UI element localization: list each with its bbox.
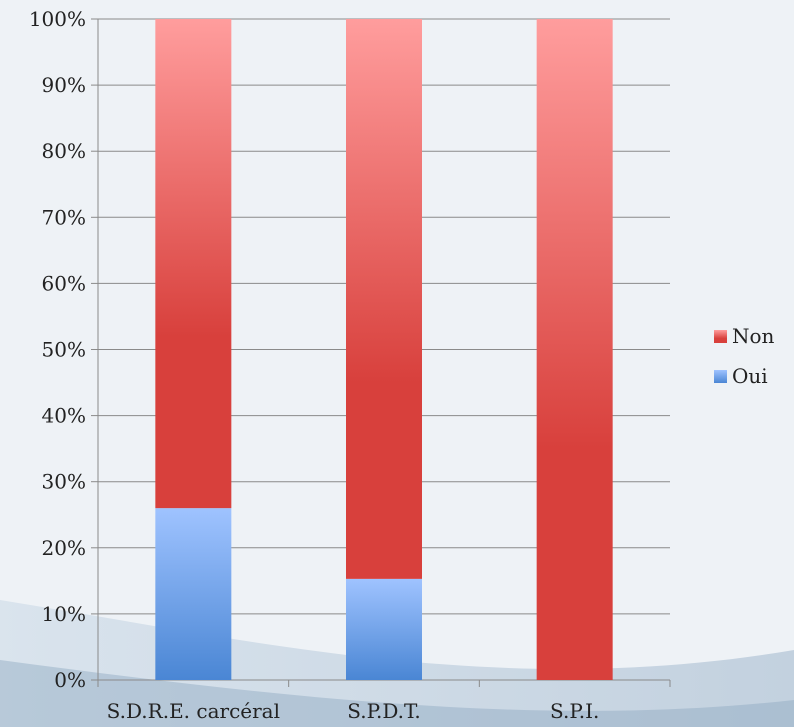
y-tick-label: 90% <box>42 73 86 97</box>
bar-oui-1 <box>346 578 422 680</box>
tick-labels: 0% 10% 20% 30% 40% 50% 60% 70% 80% 90% 100% S.D.R.E… <box>29 7 600 723</box>
x-category-label: S.P.D.T. <box>347 699 421 723</box>
y-tick-label: 40% <box>42 404 86 428</box>
legend-label-non: Non <box>732 324 775 348</box>
bar-non-1 <box>346 19 422 579</box>
bars <box>155 19 613 680</box>
x-category-label: S.D.R.E. carcéral <box>107 699 280 723</box>
y-tick-label: 30% <box>42 470 86 494</box>
y-tick-label: 20% <box>42 536 86 560</box>
bar-oui-0 <box>155 508 232 680</box>
bar-non-2 <box>536 19 613 680</box>
y-tick-label: 70% <box>42 205 86 229</box>
y-tick-label: 50% <box>42 338 86 362</box>
y-tick-label: 60% <box>42 271 86 295</box>
y-tick-label: 10% <box>42 602 86 626</box>
x-category-label: S.P.I. <box>550 699 599 723</box>
bar-non-0 <box>155 19 232 509</box>
y-tick-label: 80% <box>42 139 86 163</box>
legend-swatch-oui <box>714 370 727 383</box>
legend-label-oui: Oui <box>732 364 768 388</box>
y-tick-label: 100% <box>29 7 86 31</box>
y-tick-label: 0% <box>54 668 86 692</box>
legend: Non Oui <box>714 324 775 388</box>
legend-swatch-non <box>714 330 727 343</box>
